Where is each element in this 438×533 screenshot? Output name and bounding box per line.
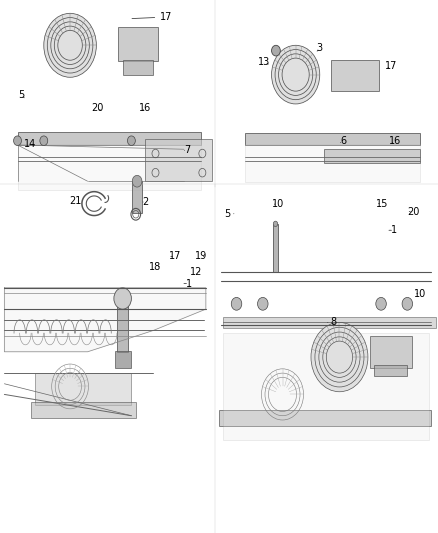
FancyBboxPatch shape — [118, 27, 158, 61]
Text: 16: 16 — [139, 103, 152, 112]
Text: 10: 10 — [414, 289, 427, 298]
FancyBboxPatch shape — [18, 132, 201, 145]
FancyBboxPatch shape — [374, 365, 407, 376]
Text: 20: 20 — [91, 103, 103, 112]
Text: 15: 15 — [376, 199, 388, 208]
Circle shape — [402, 297, 413, 310]
Text: 19: 19 — [194, 252, 207, 261]
FancyBboxPatch shape — [117, 301, 128, 352]
FancyBboxPatch shape — [223, 317, 436, 328]
Text: 13: 13 — [258, 57, 271, 67]
Text: 8: 8 — [328, 318, 337, 327]
FancyBboxPatch shape — [223, 333, 429, 440]
Text: 12: 12 — [190, 267, 202, 277]
FancyBboxPatch shape — [18, 144, 201, 190]
Circle shape — [258, 297, 268, 310]
Text: 5: 5 — [225, 209, 234, 219]
Text: 21: 21 — [69, 196, 81, 206]
Polygon shape — [4, 288, 206, 352]
Text: 18: 18 — [149, 262, 162, 271]
FancyBboxPatch shape — [370, 336, 412, 368]
Text: 1: 1 — [184, 279, 192, 288]
FancyBboxPatch shape — [35, 373, 131, 405]
FancyBboxPatch shape — [245, 133, 420, 145]
Text: 2: 2 — [143, 197, 149, 207]
Circle shape — [127, 136, 135, 146]
FancyBboxPatch shape — [31, 402, 136, 418]
Circle shape — [272, 45, 320, 104]
Circle shape — [376, 297, 386, 310]
Text: 3: 3 — [317, 43, 323, 53]
FancyBboxPatch shape — [324, 149, 420, 163]
Text: 17: 17 — [169, 252, 181, 261]
Circle shape — [132, 175, 142, 187]
Circle shape — [44, 13, 96, 77]
FancyBboxPatch shape — [331, 60, 379, 91]
Text: 17: 17 — [132, 12, 173, 22]
Text: 5: 5 — [18, 90, 24, 100]
Circle shape — [14, 136, 21, 146]
Circle shape — [231, 297, 242, 310]
Text: 7: 7 — [184, 146, 191, 155]
Circle shape — [114, 288, 131, 309]
Circle shape — [311, 322, 368, 392]
Text: 16: 16 — [389, 136, 401, 146]
Text: 6: 6 — [340, 136, 346, 146]
Text: 20: 20 — [407, 207, 419, 216]
Circle shape — [273, 221, 278, 227]
Circle shape — [272, 45, 280, 56]
FancyBboxPatch shape — [273, 224, 278, 272]
Text: 1: 1 — [389, 225, 397, 235]
FancyBboxPatch shape — [132, 181, 142, 213]
Text: 14: 14 — [24, 139, 36, 149]
FancyBboxPatch shape — [123, 60, 153, 75]
Text: 10: 10 — [272, 199, 284, 209]
FancyBboxPatch shape — [145, 139, 212, 181]
FancyBboxPatch shape — [245, 144, 420, 182]
FancyBboxPatch shape — [115, 351, 131, 368]
Circle shape — [40, 136, 48, 146]
Text: 17: 17 — [385, 61, 397, 71]
FancyBboxPatch shape — [219, 410, 431, 426]
